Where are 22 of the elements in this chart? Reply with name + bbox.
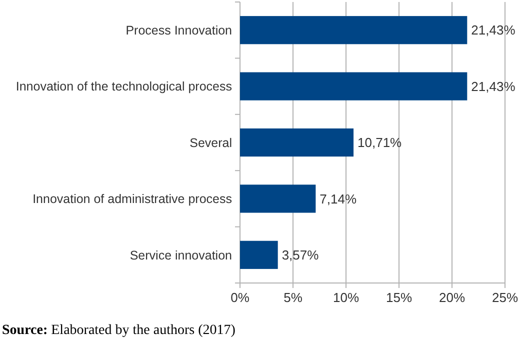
x-tick-label: 0% — [230, 290, 250, 305]
bar — [240, 184, 316, 213]
y-tick-label: Innovation of the technological process — [16, 80, 232, 94]
bar — [240, 240, 278, 269]
data-label: 3,57% — [282, 247, 320, 262]
data-label: 7,14% — [320, 191, 357, 206]
bar — [240, 16, 468, 44]
data-label: 21,43% — [471, 78, 516, 94]
source-note: Source: Elaborated by the authors (2017) — [2, 323, 236, 338]
data-label: 21,43% — [471, 22, 516, 38]
x-tick-label: 5% — [284, 290, 303, 305]
y-tick-label: Process Innovation — [126, 23, 232, 38]
x-tick-label: 20% — [438, 290, 466, 305]
x-tick-label: 10% — [332, 290, 360, 305]
y-tick-label: Innovation of administrative process — [32, 192, 232, 206]
x-tick-label: 25% — [492, 290, 518, 305]
data-label: 10,71% — [358, 135, 402, 150]
y-tick-label: Several — [190, 136, 232, 150]
x-tick-label: 15% — [386, 290, 412, 305]
bar — [240, 72, 468, 100]
bar — [240, 128, 354, 157]
y-tick-label: Service innovation — [130, 248, 232, 262]
